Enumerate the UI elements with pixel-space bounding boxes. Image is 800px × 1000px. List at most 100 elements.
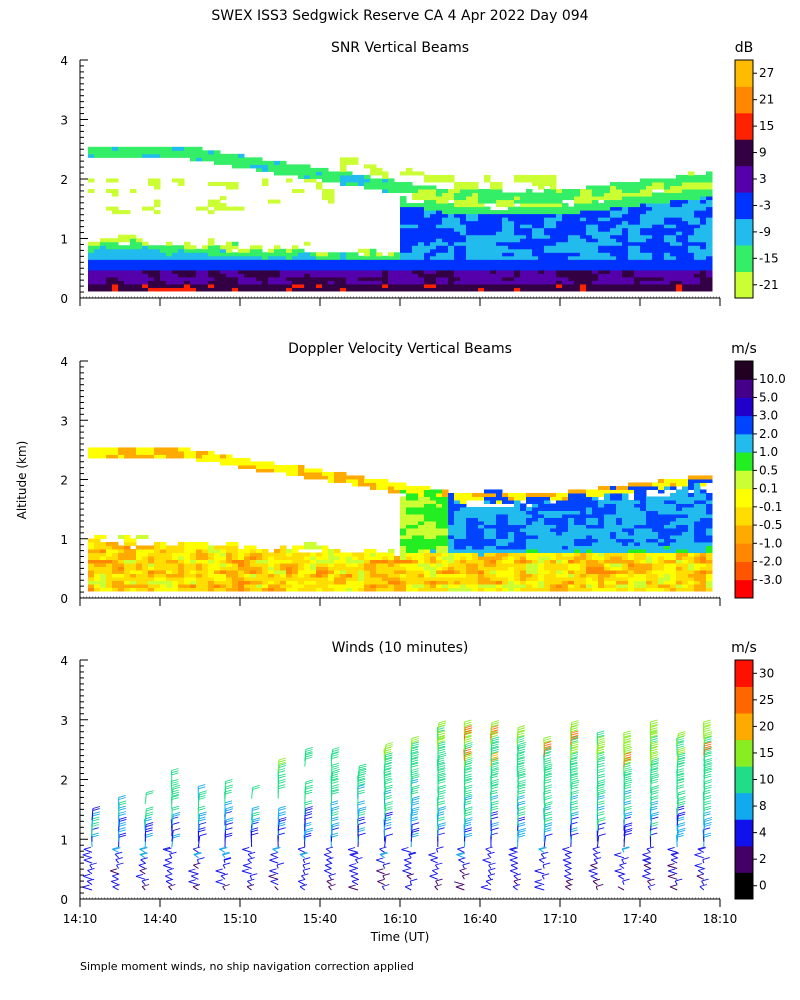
doppler-cell	[154, 580, 161, 585]
doppler-cell	[700, 520, 707, 525]
doppler-cell	[424, 573, 431, 578]
doppler-cell	[496, 584, 503, 588]
doppler-cell	[514, 496, 521, 501]
doppler-cell	[430, 510, 437, 515]
doppler-cell	[124, 555, 131, 560]
doppler-cell	[142, 566, 149, 571]
snr-cell	[520, 224, 527, 229]
doppler-cell	[478, 580, 485, 585]
snr-cell	[118, 287, 125, 292]
doppler-cell	[424, 545, 431, 550]
doppler-cell	[334, 566, 341, 571]
doppler-cell	[694, 573, 701, 578]
snr-cell	[442, 287, 449, 292]
snr-cell	[502, 269, 509, 274]
snr-cell	[112, 269, 119, 274]
snr-cell	[142, 153, 149, 158]
doppler-cell	[496, 534, 503, 539]
snr-cell	[472, 266, 479, 271]
snr-cell	[112, 276, 119, 281]
snr-cell	[634, 224, 641, 229]
doppler-cell	[142, 587, 149, 592]
doppler-cell	[106, 559, 113, 564]
snr-cell	[310, 171, 317, 176]
snr-cell	[436, 224, 443, 229]
doppler-cell	[424, 548, 431, 553]
doppler-cell	[634, 552, 641, 557]
snr-cell	[562, 192, 569, 197]
doppler-cell	[178, 584, 185, 588]
snr-cell	[178, 269, 185, 274]
doppler-cell	[484, 534, 491, 539]
snr-cell	[274, 266, 281, 271]
snr-cell	[310, 266, 317, 271]
doppler-cell	[652, 545, 659, 550]
snr-cell	[550, 266, 557, 271]
doppler-cell	[520, 506, 527, 511]
doppler-cell	[556, 566, 563, 571]
snr-cell	[148, 269, 155, 274]
snr-cell	[346, 273, 353, 278]
doppler-cell	[154, 573, 161, 578]
snr-cell	[442, 213, 449, 218]
snr-cell	[460, 241, 467, 246]
doppler-cell	[208, 587, 215, 592]
snr-cell	[364, 276, 371, 281]
doppler-cell	[250, 580, 257, 585]
doppler-cell	[502, 548, 509, 553]
snr-cell	[262, 266, 269, 271]
doppler-cell	[676, 587, 683, 592]
doppler-cell	[604, 496, 611, 501]
doppler-cell	[178, 552, 185, 557]
doppler-cell	[550, 534, 557, 539]
snr-cell	[430, 262, 437, 267]
doppler-cell	[118, 450, 125, 455]
doppler-cell	[502, 499, 509, 504]
snr-cell	[466, 224, 473, 229]
snr-cell	[652, 231, 659, 236]
doppler-cell	[250, 587, 257, 592]
doppler-cell	[508, 524, 515, 529]
doppler-cell	[508, 517, 515, 522]
doppler-cell	[376, 478, 383, 483]
doppler-cell	[172, 576, 179, 581]
doppler-cell	[580, 584, 587, 588]
snr-cell	[646, 238, 653, 243]
snr-cell	[268, 167, 275, 172]
snr-cell	[448, 287, 455, 292]
snr-cell	[190, 280, 197, 285]
snr-cell	[592, 210, 599, 215]
snr-cell	[652, 206, 659, 211]
doppler-cell	[658, 524, 665, 529]
doppler-cell	[556, 584, 563, 588]
snr-cell	[634, 196, 641, 201]
doppler-cell	[610, 569, 617, 574]
doppler-cell	[142, 559, 149, 564]
doppler-cell	[100, 573, 107, 578]
snr-cell	[568, 248, 575, 253]
snr-cell	[202, 157, 209, 162]
doppler-cell	[112, 569, 119, 574]
snr-cell	[526, 248, 533, 253]
snr-cell	[562, 196, 569, 201]
doppler-cell	[298, 584, 305, 588]
doppler-cell	[280, 559, 287, 564]
snr-cell	[682, 234, 689, 239]
snr-cell	[292, 266, 299, 271]
snr-cell	[430, 217, 437, 222]
snr-cell	[262, 283, 269, 288]
doppler-cell	[616, 573, 623, 578]
doppler-cell	[604, 541, 611, 546]
doppler-cell	[700, 506, 707, 511]
snr-cell	[670, 269, 677, 274]
snr-cell	[550, 276, 557, 281]
doppler-cell	[706, 531, 713, 536]
snr-cell	[502, 273, 509, 278]
snr-cell	[178, 146, 185, 151]
snr-cell	[364, 178, 371, 183]
doppler-cell	[118, 555, 125, 560]
snr-cell	[646, 269, 653, 274]
doppler-cell	[568, 534, 575, 539]
doppler-cell	[526, 584, 533, 588]
doppler-cell	[400, 531, 407, 536]
